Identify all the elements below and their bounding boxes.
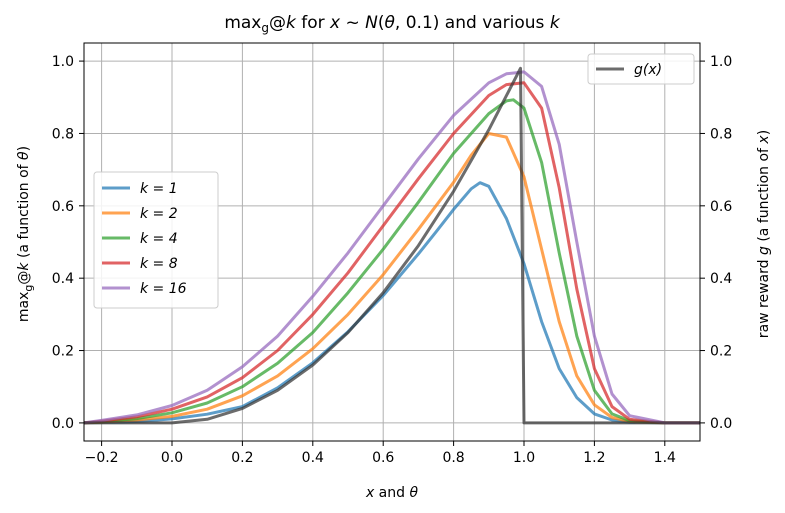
y-tick-label-left: 0.8 bbox=[52, 126, 74, 142]
x-tick-label: 1.4 bbox=[654, 450, 676, 466]
ticks: −0.2 0.0 0.2 0.4 0.6 0.8 1.0 1.2 1.4 0.0 0.0 0.2 0.2… bbox=[52, 54, 733, 466]
y-tick-label-right: 0.2 bbox=[710, 344, 732, 360]
x-axis-title: x and θ bbox=[365, 485, 419, 501]
y-tick-label-right: 0.8 bbox=[710, 126, 732, 142]
x-tick-label: 0.2 bbox=[231, 450, 253, 466]
x-tick-label: 0.8 bbox=[442, 450, 464, 466]
y-axis-title: maxg@k (a function of θ) bbox=[16, 146, 35, 322]
series-line-k-4 bbox=[83, 98, 700, 425]
series-line-k-8 bbox=[83, 81, 700, 425]
legend-label-k-4: k = 4 bbox=[140, 231, 178, 247]
series-layer bbox=[83, 66, 700, 425]
y-tick-label-left: 0.6 bbox=[52, 199, 74, 215]
legend-g: g(x) bbox=[587, 53, 695, 85]
x-tick-label: 0.4 bbox=[302, 450, 324, 466]
chart-title: maxg@k for x ~ N(θ, 0.1) and various k bbox=[224, 13, 561, 35]
x-tick-label: 0.0 bbox=[161, 450, 183, 466]
plot-frame bbox=[83, 42, 701, 442]
x-tick-label: −0.2 bbox=[85, 450, 119, 466]
legend-label-k-1: k = 1 bbox=[140, 181, 178, 197]
legend-k-box bbox=[93, 171, 219, 309]
y-tick-label-left: 1.0 bbox=[52, 54, 74, 70]
y-tick-label-right: 0.6 bbox=[710, 199, 732, 215]
y-tick-label-left: 0.4 bbox=[52, 271, 74, 287]
legend-label-g-x: g(x) bbox=[634, 62, 662, 78]
series-line-k-1 bbox=[83, 181, 700, 425]
legend-label-k-16: k = 16 bbox=[140, 281, 187, 297]
series-line-k-2 bbox=[83, 132, 700, 425]
x-tick-label: 1.2 bbox=[583, 450, 605, 466]
legend-g-box bbox=[587, 53, 695, 85]
y-tick-label-left: 0.2 bbox=[52, 344, 74, 360]
y-axis-right-title: raw reward g (a function of x) bbox=[756, 130, 772, 338]
y-tick-label-right: 1.0 bbox=[710, 54, 732, 70]
legend-label-k-2: k = 2 bbox=[140, 206, 178, 222]
y-tick-label-right: 0.0 bbox=[710, 416, 732, 432]
y-tick-label-right: 0.4 bbox=[710, 271, 732, 287]
x-tick-label: 0.6 bbox=[372, 450, 394, 466]
x-tick-label: 1.0 bbox=[513, 450, 535, 466]
legend-k: k = 1 k = 2 k = 4 k = 8 k = 16 bbox=[93, 171, 219, 309]
series-line-k-16 bbox=[83, 70, 700, 425]
series-line-g-x bbox=[84, 66, 700, 425]
y-tick-label-left: 0.0 bbox=[52, 416, 74, 432]
legend-label-k-8: k = 8 bbox=[140, 256, 178, 272]
